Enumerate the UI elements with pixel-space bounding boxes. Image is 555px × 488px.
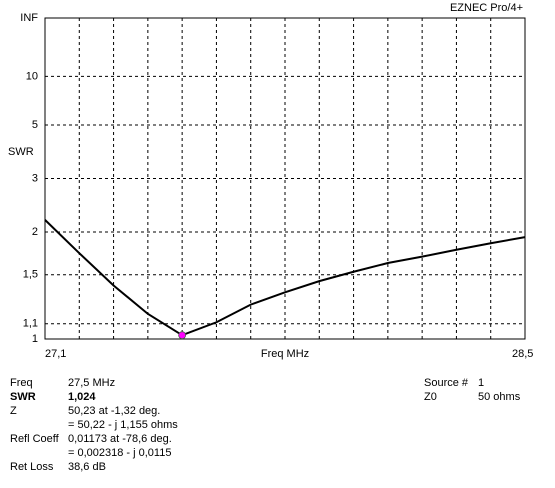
readout-value: = 0,002318 - j 0,0115: [68, 447, 171, 459]
x-tick-label: 28,5: [512, 348, 533, 360]
readout-label: Z0: [424, 391, 437, 403]
readout-label: Source #: [424, 377, 469, 389]
readout-label: Z: [10, 405, 17, 417]
readout-value: 50,23 at -1,32 deg.: [68, 405, 160, 417]
y-axis-label: SWR: [8, 146, 34, 158]
readout-label: Freq: [10, 377, 33, 389]
y-tick-label: 1: [32, 333, 38, 345]
program-name: EZNEC Pro/4+: [450, 2, 523, 14]
readout-label: SWR: [10, 391, 36, 403]
readout-value: 38,6 dB: [68, 461, 106, 473]
plot-frame: [44, 17, 526, 340]
y-tick-label: 5: [32, 119, 38, 131]
readout-value: 50 ohms: [478, 391, 521, 403]
swr-curve: [44, 219, 526, 337]
y-tick-label: 1,5: [23, 269, 38, 281]
readout-label: Refl Coeff: [10, 433, 60, 445]
y-tick-label: 3: [32, 172, 38, 184]
readout-value: 1: [478, 377, 484, 389]
minimum-marker: [178, 331, 187, 340]
y-tick-label: 10: [26, 70, 38, 82]
readout-value: 0,01173 at -78,6 deg.: [68, 433, 172, 445]
x-axis-label: Freq MHz: [261, 348, 309, 360]
readout-value: = 50,22 - j 1,155 ohms: [68, 419, 178, 431]
readout-label: Ret Loss: [10, 461, 54, 473]
x-tick-label: 27,1: [45, 348, 66, 360]
readout-value: 27,5 MHz: [68, 377, 115, 389]
y-tick-label: 2: [32, 226, 38, 238]
y-tick-label: 1,1: [23, 318, 38, 330]
y-tick-label: INF: [20, 12, 38, 24]
readout-value: 1,024: [68, 391, 96, 403]
